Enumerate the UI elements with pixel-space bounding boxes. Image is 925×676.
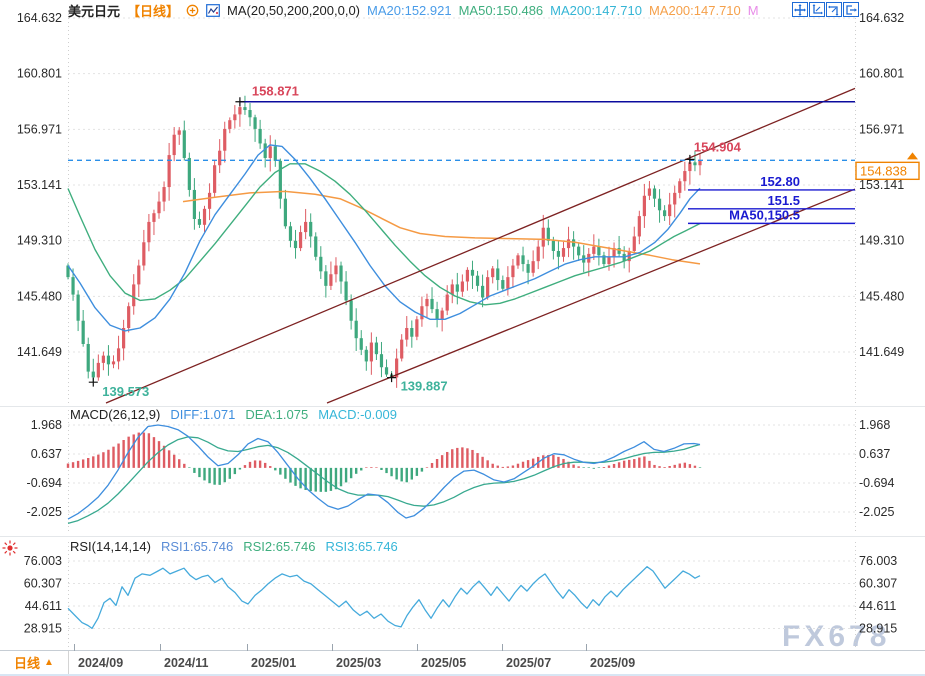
svg-text:145.480: 145.480 (17, 289, 62, 303)
macd-dea-value: DEA:1.075 (245, 407, 309, 422)
macd-label: MACD(26,12,9) (70, 407, 161, 422)
ma200-second-value: MA200:147.710 (648, 3, 741, 18)
date-tick-label: 2025/03 (336, 656, 382, 670)
svg-text:-2.025: -2.025 (27, 505, 62, 519)
svg-text:-0.694: -0.694 (27, 476, 62, 490)
chart-type-icon[interactable] (206, 4, 220, 17)
svg-text:152.80: 152.80 (760, 174, 800, 189)
svg-text:139.887: 139.887 (401, 379, 448, 394)
svg-text:MA50,150.5: MA50,150.5 (729, 207, 800, 222)
rsi-label: RSI(14,14,14) (70, 539, 151, 554)
date-tick-mark (160, 644, 161, 651)
date-tick-mark (247, 644, 248, 651)
svg-text:153.141: 153.141 (859, 178, 904, 192)
svg-text:139.573: 139.573 (102, 384, 149, 399)
macd-hist-value: MACD:-0.009 (318, 407, 397, 422)
macd-diff-value: DIFF:1.071 (170, 407, 236, 422)
date-tick-mark (417, 644, 418, 651)
svg-text:28.915: 28.915 (859, 622, 897, 636)
date-tick-mark (74, 644, 75, 651)
pan-icon[interactable] (792, 2, 808, 17)
period-up-icon: ▲ (44, 657, 54, 668)
svg-text:60.307: 60.307 (24, 577, 62, 591)
ma50-value: MA50:150.486 (458, 3, 544, 18)
timeframe-selector[interactable]: 日线 ▲ (0, 651, 69, 674)
svg-text:44.611: 44.611 (25, 599, 62, 613)
date-tick-label: 2025/05 (421, 656, 467, 670)
date-tick-mark (586, 644, 587, 651)
chart-header: 美元日元 【日线】 MA(20,50,200,200,0,0) MA20:152… (68, 1, 759, 20)
svg-text:1.968: 1.968 (31, 418, 62, 432)
date-tick-mark (502, 644, 503, 651)
timeframe-label: 日线 (14, 656, 41, 671)
ma200-value: MA200:147.710 (550, 3, 642, 18)
ma20-value: MA20:152.921 (367, 3, 452, 18)
scale-x-axis-icon[interactable] (826, 2, 842, 17)
svg-text:-0.694: -0.694 (859, 476, 894, 490)
svg-text:141.649: 141.649 (17, 345, 62, 359)
svg-text:141.649: 141.649 (859, 345, 904, 359)
alert-icon[interactable] (1, 539, 19, 562)
svg-text:28.915: 28.915 (24, 622, 62, 636)
date-tick-label: 2025/07 (506, 656, 552, 670)
svg-text:164.632: 164.632 (17, 11, 62, 25)
svg-text:160.801: 160.801 (17, 67, 62, 81)
svg-text:-2.025: -2.025 (859, 505, 894, 519)
m-indicator-label: M (747, 3, 759, 18)
date-tick-label: 2024/09 (78, 656, 124, 670)
period-tag: 【日线】 (127, 4, 180, 19)
svg-text:149.310: 149.310 (17, 234, 62, 248)
add-indicator-icon[interactable] (186, 4, 199, 17)
date-tick-mark (332, 644, 333, 651)
ma-settings-label: MA(20,50,200,200,0,0) (227, 3, 361, 18)
svg-text:60.307: 60.307 (859, 577, 897, 591)
svg-text:158.871: 158.871 (252, 84, 299, 99)
svg-text:154.904: 154.904 (694, 139, 742, 154)
svg-text:76.003: 76.003 (859, 554, 897, 568)
symbol-title: 美元日元 (68, 4, 121, 19)
exit-fullscreen-icon[interactable] (843, 2, 859, 17)
watermark: FX678 (782, 620, 891, 653)
chart-toolbar (792, 2, 859, 17)
svg-text:156.971: 156.971 (859, 122, 904, 136)
rsi3-value: RSI3:65.746 (325, 539, 398, 554)
svg-text:149.310: 149.310 (859, 234, 904, 248)
svg-text:156.971: 156.971 (17, 122, 62, 136)
svg-text:151.5: 151.5 (767, 193, 800, 208)
svg-text:0.637: 0.637 (31, 447, 62, 461)
svg-text:154.838: 154.838 (860, 163, 907, 178)
timeline-bar: 日线 ▲ 2024/09 2024/11 2025/01 2025/03 2025/05… (0, 644, 925, 676)
date-tick-label: 2024/11 (164, 656, 209, 670)
svg-text:145.480: 145.480 (859, 289, 904, 303)
macd-pane-header: MACD(26,12,9) DIFF:1.071 DEA:1.075 MACD:… (70, 407, 397, 422)
date-tick-label: 2025/01 (251, 656, 297, 670)
svg-text:153.141: 153.141 (17, 178, 62, 192)
rsi2-value: RSI2:65.746 (243, 539, 316, 554)
svg-text:44.611: 44.611 (859, 599, 896, 613)
svg-text:164.632: 164.632 (859, 11, 904, 25)
rsi1-value: RSI1:65.746 (160, 539, 234, 554)
scale-y-axis-icon[interactable] (809, 2, 825, 17)
svg-text:0.637: 0.637 (859, 447, 890, 461)
svg-text:1.968: 1.968 (859, 418, 890, 432)
date-tick-label: 2025/09 (590, 656, 636, 670)
svg-text:76.003: 76.003 (24, 554, 62, 568)
svg-text:160.801: 160.801 (859, 67, 904, 81)
rsi-pane-header: RSI(14,14,14) RSI1:65.746 RSI2:65.746 RS… (70, 539, 398, 554)
